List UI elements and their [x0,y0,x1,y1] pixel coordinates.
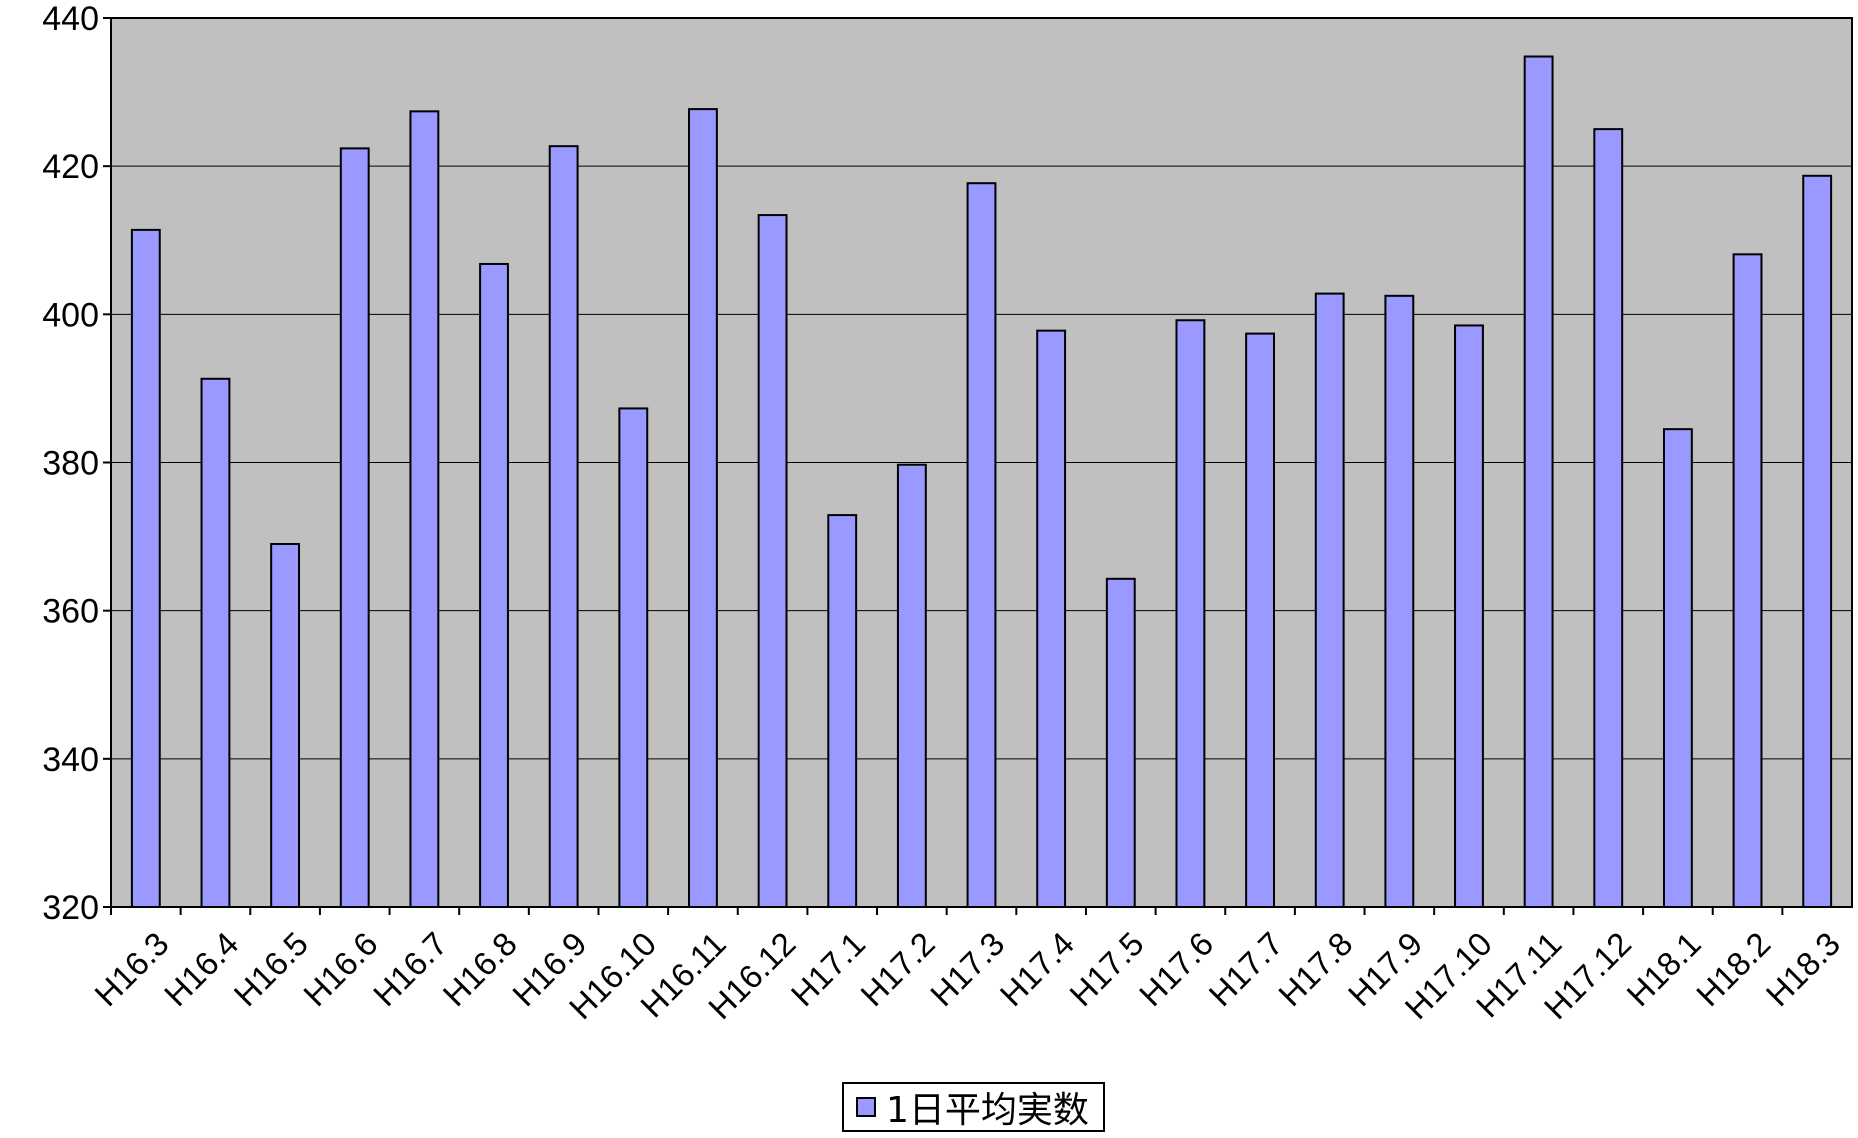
bar-H17.9 [1384,294,1415,908]
y-tick-label: 360 [42,593,99,631]
bar-H17.3 [966,182,997,909]
bar-H17.4 [1036,329,1067,908]
legend: 1日平均実数 [842,1082,1105,1132]
bar-H16.7 [409,110,440,909]
x-tick-label: H16.7 [366,925,454,1013]
x-tick-label: H17.7 [1202,925,1290,1013]
legend-swatch [856,1097,876,1117]
bar-H17.11 [1523,55,1554,909]
x-tick-label: H17.8 [1271,925,1359,1013]
bar-H17.10 [1454,324,1484,908]
x-tick-label: H16.3 [87,925,175,1013]
bar-H16.4 [200,377,231,908]
bar-H17.6 [1175,319,1206,908]
x-tick-label: H16.8 [436,925,524,1013]
y-tick-label: 440 [42,0,99,38]
bar-H16.12 [757,214,788,909]
bar-H16.6 [339,147,370,909]
bar-H18.3 [1802,174,1833,909]
legend-label: 1日平均実数 [886,1090,1089,1131]
x-tick-label: H16.4 [157,925,245,1013]
bar-H17.5 [1105,577,1136,909]
x-tick-label: H17.3 [923,925,1011,1013]
x-tick-label: H17.6 [1132,925,1220,1013]
x-tick-label: H17.2 [853,925,941,1013]
y-tick-label: 380 [42,445,99,483]
x-tick-label: H17.4 [993,925,1081,1013]
x-tick-label: H18.1 [1619,925,1707,1013]
bar-H16.5 [270,542,301,908]
bar-H17.1 [827,514,858,909]
y-tick-label: 420 [42,148,99,186]
x-tick-label: H17.5 [1062,925,1150,1013]
y-axis-tick-labels: 320 340 360 380 400 420 440 [42,0,111,927]
bar-H17.12 [1593,128,1624,908]
bar-H18.2 [1732,253,1763,909]
bar-H16.9 [548,145,579,908]
bar-H17.7 [1245,332,1275,909]
x-axis-tick-labels: H16.3H16.4H16.5H16.6H16.7H16.8H16.9H16.1… [87,907,1847,1026]
bar-H18.1 [1662,428,1693,908]
x-tick-label: H16.5 [227,925,315,1013]
bar-H17.8 [1314,292,1345,908]
bar-H17.2 [896,463,927,908]
x-tick-label: H16.6 [296,925,384,1013]
x-tick-label: H17.1 [784,925,872,1013]
bar-H16.11 [688,108,718,908]
y-tick-label: 400 [42,296,99,334]
bar-H16.8 [479,262,509,908]
bar-H16.10 [618,407,649,908]
y-tick-label: 320 [42,889,99,927]
plot-area-border [110,17,1853,908]
bar-H16.3 [130,228,161,908]
x-tick-label: H18.2 [1689,925,1777,1013]
y-tick-label: 340 [42,741,99,779]
x-tick-label: H18.3 [1759,925,1847,1013]
